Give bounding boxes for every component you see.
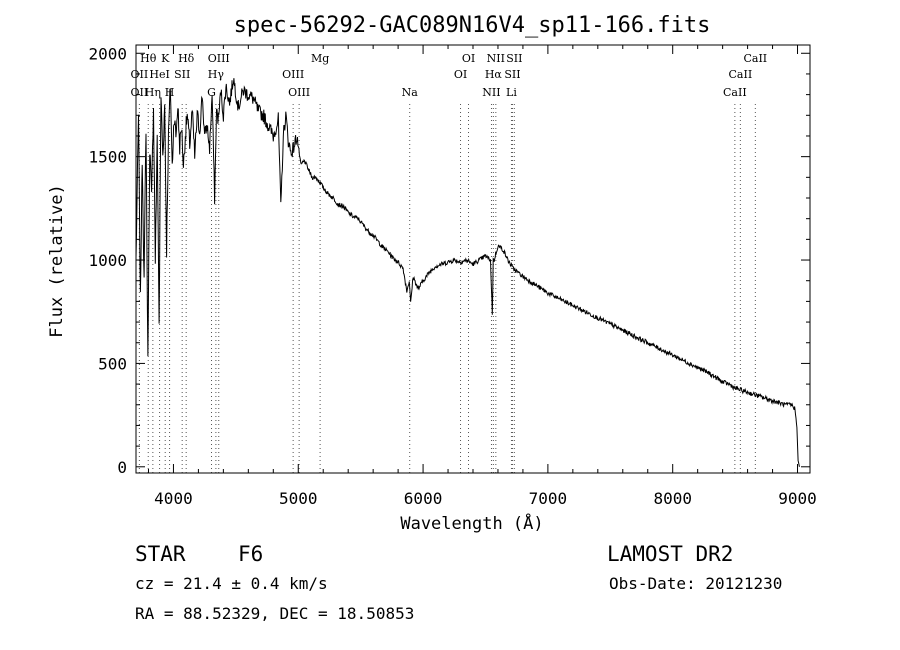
observation-date: Obs-Date: 20121230: [609, 574, 783, 593]
spectral-line-label: CaII: [723, 86, 747, 99]
spectral-line-label: OI: [462, 52, 475, 65]
y-tick-label: 1500: [88, 148, 127, 167]
spectral-line-label: OIII: [208, 52, 230, 65]
spectral-line-label: Hγ: [208, 68, 225, 81]
spectral-line-label: OI: [454, 68, 467, 81]
x-tick-label: 7000: [529, 489, 568, 508]
spectral-line-label: Hη: [145, 86, 161, 99]
y-tick-label: 1000: [88, 251, 127, 270]
spectral-line-label: OIII: [288, 86, 310, 99]
chart-title: spec-56292-GAC089N16V4_sp11-166.fits: [234, 13, 711, 38]
y-axis-label: Flux (relative): [47, 184, 67, 338]
spectral-line-label: HeI: [149, 68, 169, 81]
spectral-line-label: CaII: [729, 68, 753, 81]
plot-frame: [135, 44, 811, 474]
spectral-line-label: NII: [487, 52, 505, 65]
y-tick-label: 500: [98, 354, 127, 373]
spectral-line-label: OIII: [282, 68, 304, 81]
flux-series-line: [135, 78, 800, 467]
survey-name: LAMOST DR2: [607, 542, 734, 566]
spectral-line-label: Mg: [311, 52, 329, 65]
spectral-line-label: Na: [402, 86, 419, 99]
spectral-line-label: Hα: [485, 68, 503, 81]
spectral-line-label: K: [161, 52, 170, 65]
redshift-value: cz = 21.4 ± 0.4 km/s: [135, 574, 328, 593]
y-tick-label: 0: [117, 458, 127, 477]
spectral-line-label: SII: [504, 68, 520, 81]
x-tick-label: 9000: [778, 489, 817, 508]
x-tick-label: 4000: [154, 489, 193, 508]
spectral-line-label: SII: [174, 68, 190, 81]
x-axis-label: Wavelength (Å): [400, 512, 543, 534]
x-tick-label: 6000: [404, 489, 443, 508]
spectral-line-label: Hδ: [178, 52, 195, 65]
axis-ticks: 4000 5000 6000 7000 8000 9000 0 500 1000 1500 2000: [88, 44, 816, 508]
spectral-line-label: Li: [506, 86, 517, 99]
spectral-line-label: CaII: [743, 52, 767, 65]
spectral-line-label: Hθ: [140, 52, 157, 65]
y-tick-label: 2000: [88, 44, 127, 63]
x-tick-label: 5000: [279, 489, 318, 508]
spectral-line-label: OII: [131, 68, 149, 81]
spectral-line-label: NII: [482, 86, 500, 99]
x-tick-label: 8000: [653, 489, 692, 508]
coordinates: RA = 88.52329, DEC = 18.50853: [135, 604, 415, 623]
spectral-line-label: OII: [131, 86, 149, 99]
spectral-line-label: G: [207, 86, 216, 99]
spectral-line-label: SII: [506, 52, 522, 65]
object-subclass: F6: [238, 542, 264, 566]
object-type: STAR: [135, 542, 186, 566]
